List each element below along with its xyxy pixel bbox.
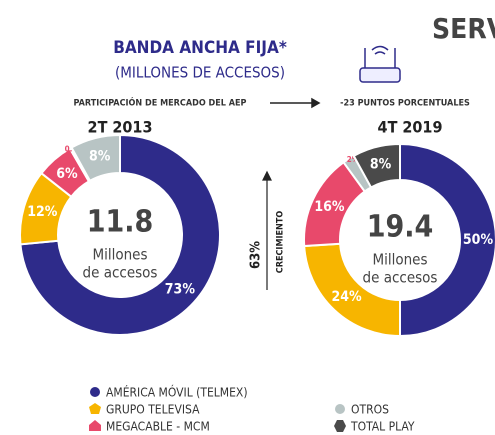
legend-marker [334, 420, 346, 432]
center-value: 19.4 [367, 210, 434, 245]
value-label: 24% [332, 289, 363, 305]
slice [399, 142, 495, 338]
legend-marker [90, 387, 100, 397]
chart-title: 4T 2019 [378, 118, 443, 137]
legend-marker [335, 404, 345, 414]
center-label: Millones [92, 246, 147, 264]
chart-title: 2T 2013 [88, 118, 153, 137]
slice [19, 133, 221, 336]
value-label: 6% [56, 166, 78, 182]
legend-label: GRUPO TELEVISA [106, 403, 200, 417]
subtitle: (MILLONES DE ACCESOS) [115, 64, 285, 82]
center-label: de accesos [83, 264, 158, 282]
legend-label: AMÉRICA MÓVIL (TELMEX) [106, 385, 248, 400]
legend-marker [89, 403, 101, 414]
value-label: 2% [347, 155, 359, 164]
slice [352, 142, 401, 189]
left-note: PARTICIPACIÓN DE MERCADO DEL AEP [74, 97, 247, 109]
title: BANDA ANCHA FIJA* [113, 38, 287, 58]
growth-arrow [262, 170, 272, 290]
slice [70, 133, 121, 183]
router-icon [359, 45, 401, 83]
growth-label: CRECIMIENTO [276, 211, 286, 274]
right-note: -23 PUNTOS PORCENTUALES [340, 99, 470, 109]
value-label: 12% [27, 204, 58, 220]
value-label: 8% [370, 156, 392, 172]
center-label: de accesos [363, 269, 438, 287]
center-value: 11.8 [87, 205, 154, 240]
legend-label: TOTAL PLAY [350, 420, 415, 434]
growth-value: 63% [249, 241, 264, 269]
value-label: 50% [463, 232, 494, 248]
value-label: 16% [314, 199, 345, 215]
center-label: Millones [372, 251, 427, 269]
arrow [270, 97, 321, 109]
legend-marker [89, 420, 101, 431]
value-label: 8% [89, 149, 111, 165]
legend-label: MEGACABLE - MCM [106, 420, 210, 434]
legend-label: OTROS [351, 403, 389, 417]
header: SERV [432, 12, 495, 45]
value-label: 73% [165, 282, 196, 298]
